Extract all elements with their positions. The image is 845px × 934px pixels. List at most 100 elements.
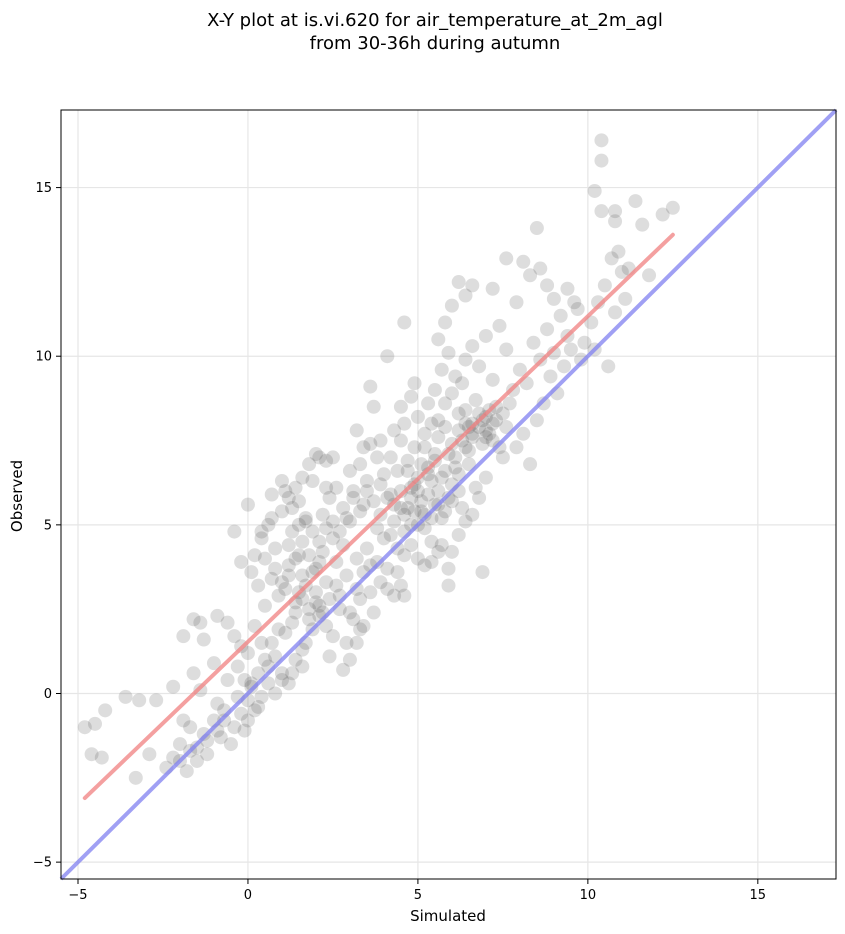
data-point bbox=[264, 635, 279, 650]
data-point bbox=[295, 470, 310, 485]
data-point bbox=[410, 484, 425, 499]
data-point bbox=[166, 679, 181, 694]
data-point bbox=[346, 612, 361, 627]
data-point bbox=[468, 480, 483, 495]
data-point bbox=[444, 494, 459, 509]
data-point bbox=[417, 440, 432, 455]
data-point bbox=[509, 440, 524, 455]
data-point bbox=[427, 497, 442, 512]
data-point bbox=[363, 585, 378, 600]
data-point bbox=[322, 649, 337, 664]
data-point bbox=[291, 548, 306, 563]
data-point bbox=[281, 558, 296, 573]
data-point bbox=[363, 436, 378, 451]
data-point bbox=[414, 457, 429, 472]
y-axis-label: Observed bbox=[8, 460, 26, 532]
data-point bbox=[543, 369, 558, 384]
y-tick-label: 10 bbox=[35, 350, 52, 365]
data-point bbox=[618, 291, 633, 306]
data-point bbox=[577, 335, 592, 350]
data-point bbox=[414, 504, 429, 519]
data-point bbox=[261, 517, 276, 532]
data-point bbox=[417, 521, 432, 536]
data-point bbox=[319, 575, 334, 590]
data-point bbox=[485, 372, 500, 387]
data-point bbox=[601, 359, 616, 374]
data-point bbox=[223, 737, 238, 752]
data-point bbox=[540, 278, 555, 293]
data-point bbox=[407, 440, 422, 455]
data-point bbox=[281, 676, 296, 691]
data-point bbox=[529, 413, 544, 428]
chart-title-line-2: from 30-36h during autumn bbox=[310, 33, 561, 54]
data-point bbox=[302, 602, 317, 617]
data-point bbox=[210, 696, 225, 711]
data-point bbox=[264, 487, 279, 502]
data-point bbox=[407, 504, 422, 519]
data-point bbox=[305, 474, 320, 489]
data-point bbox=[594, 153, 609, 168]
data-point bbox=[346, 484, 361, 499]
y-tick-label: −5 bbox=[33, 856, 52, 871]
data-point bbox=[240, 646, 255, 661]
data-point bbox=[465, 416, 480, 431]
data-point bbox=[448, 369, 463, 384]
data-point bbox=[451, 275, 466, 290]
data-point bbox=[404, 490, 419, 505]
data-point bbox=[312, 554, 327, 569]
data-point bbox=[210, 608, 225, 623]
data-point bbox=[295, 534, 310, 549]
data-point bbox=[478, 423, 493, 438]
data-points bbox=[77, 133, 680, 785]
data-point bbox=[393, 500, 408, 515]
data-point bbox=[196, 726, 211, 741]
data-point bbox=[254, 531, 269, 546]
data-point bbox=[611, 244, 626, 259]
data-point bbox=[278, 625, 293, 640]
data-point bbox=[465, 507, 480, 522]
data-point bbox=[251, 666, 266, 681]
data-point bbox=[417, 426, 432, 441]
data-point bbox=[77, 720, 92, 735]
data-point bbox=[410, 551, 425, 566]
grid-lines bbox=[61, 110, 836, 879]
data-point bbox=[370, 554, 385, 569]
data-point bbox=[444, 544, 459, 559]
data-point bbox=[373, 575, 388, 590]
data-point bbox=[312, 598, 327, 613]
y-tick-label: 15 bbox=[35, 181, 52, 196]
data-point bbox=[319, 619, 334, 634]
data-point bbox=[451, 467, 466, 482]
data-point bbox=[526, 335, 541, 350]
data-point bbox=[431, 332, 446, 347]
data-point bbox=[424, 416, 439, 431]
data-point bbox=[516, 426, 531, 441]
data-point bbox=[400, 500, 415, 515]
data-point bbox=[315, 507, 330, 522]
data-point bbox=[274, 666, 289, 681]
data-point bbox=[665, 200, 680, 215]
data-point bbox=[574, 352, 589, 367]
data-point bbox=[336, 662, 351, 677]
data-point bbox=[254, 524, 269, 539]
data-point bbox=[434, 538, 449, 553]
data-point bbox=[132, 693, 147, 708]
data-point bbox=[444, 386, 459, 401]
data-point bbox=[271, 588, 286, 603]
data-point bbox=[594, 204, 609, 219]
data-point bbox=[98, 703, 113, 718]
data-point bbox=[455, 500, 470, 515]
data-point bbox=[285, 524, 300, 539]
data-point bbox=[353, 457, 368, 472]
data-point bbox=[302, 548, 317, 563]
data-point bbox=[438, 504, 453, 519]
data-point bbox=[458, 416, 473, 431]
data-point bbox=[281, 538, 296, 553]
data-point bbox=[472, 359, 487, 374]
data-point bbox=[387, 588, 402, 603]
data-point bbox=[458, 403, 473, 418]
data-point bbox=[288, 652, 303, 667]
data-point bbox=[325, 531, 340, 546]
data-point bbox=[172, 737, 187, 752]
data-point bbox=[264, 511, 279, 526]
